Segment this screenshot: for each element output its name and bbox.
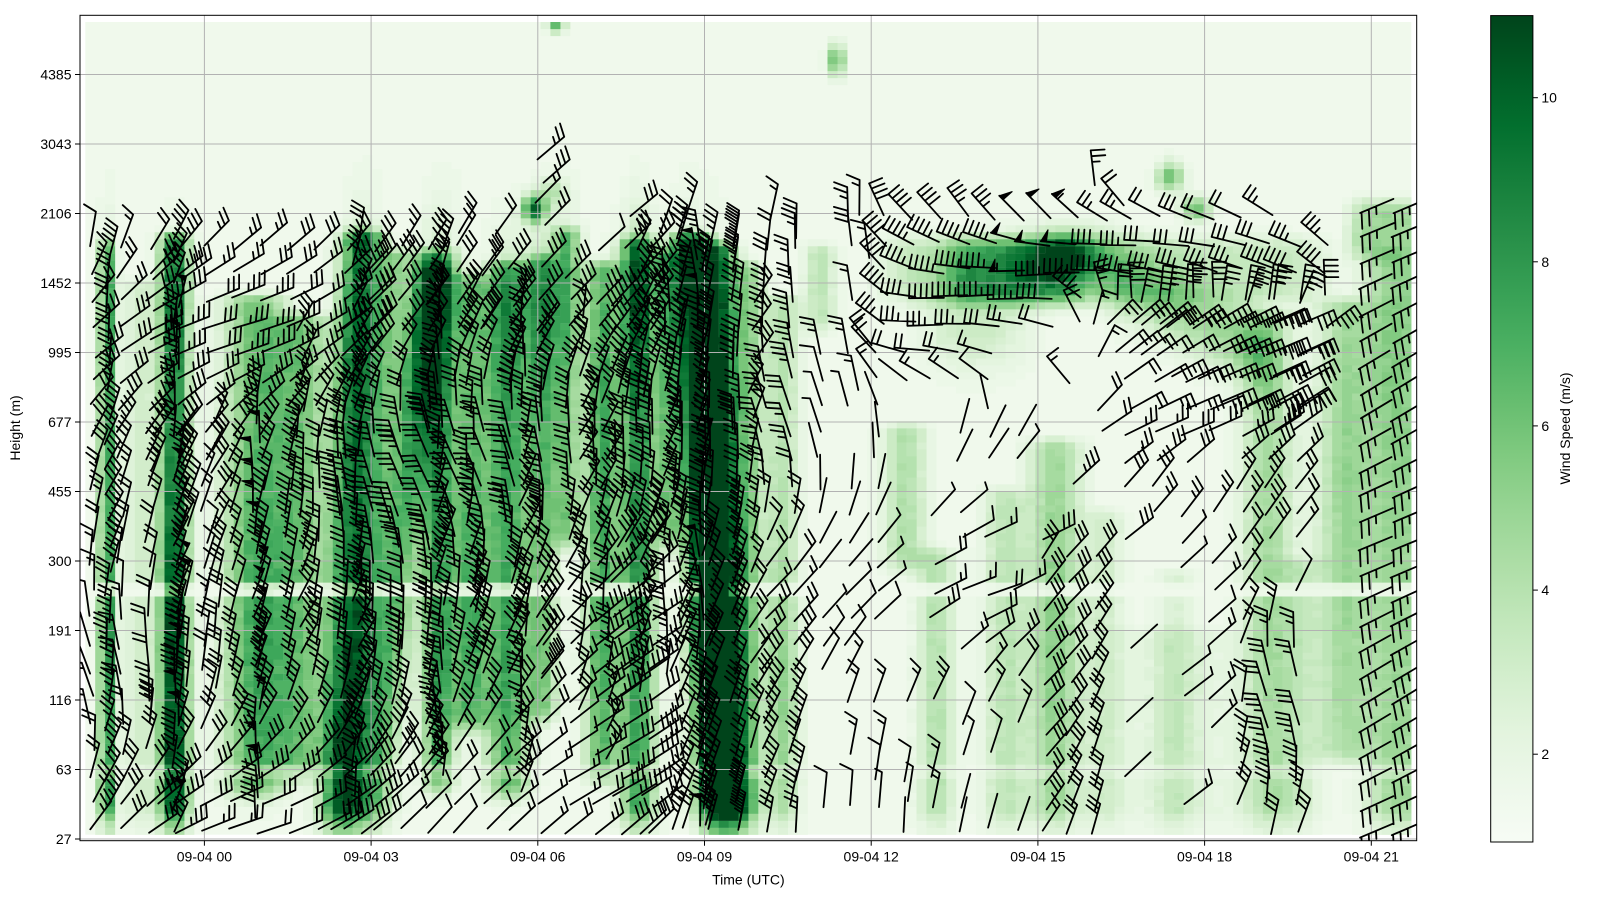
- svg-text:09-04 12: 09-04 12: [844, 849, 899, 865]
- svg-text:63: 63: [56, 762, 72, 778]
- svg-text:677: 677: [48, 414, 72, 430]
- svg-text:2106: 2106: [40, 206, 71, 222]
- svg-text:09-04 03: 09-04 03: [343, 849, 398, 865]
- svg-text:09-04 15: 09-04 15: [1010, 849, 1065, 865]
- svg-text:191: 191: [48, 623, 72, 639]
- svg-text:2: 2: [1541, 746, 1549, 762]
- svg-text:10: 10: [1541, 90, 1557, 106]
- svg-text:300: 300: [48, 553, 72, 569]
- svg-text:1452: 1452: [40, 275, 71, 291]
- svg-text:09-04 09: 09-04 09: [677, 849, 732, 865]
- svg-text:09-04 18: 09-04 18: [1177, 849, 1232, 865]
- svg-text:995: 995: [48, 345, 72, 361]
- svg-text:6: 6: [1541, 418, 1549, 434]
- svg-text:3043: 3043: [40, 136, 71, 152]
- svg-text:Wind Speed (m/s): Wind Speed (m/s): [1557, 372, 1573, 484]
- svg-text:4385: 4385: [40, 67, 71, 83]
- svg-text:09-04 00: 09-04 00: [177, 849, 232, 865]
- svg-text:Height (m): Height (m): [7, 395, 23, 460]
- svg-text:455: 455: [48, 484, 72, 500]
- svg-text:09-04 21: 09-04 21: [1344, 849, 1399, 865]
- svg-text:116: 116: [49, 692, 72, 708]
- svg-text:Time (UTC): Time (UTC): [712, 872, 785, 888]
- svg-text:8: 8: [1541, 254, 1549, 270]
- svg-text:4: 4: [1541, 582, 1549, 598]
- svg-text:09-04 06: 09-04 06: [510, 849, 565, 865]
- svg-text:27: 27: [56, 831, 72, 847]
